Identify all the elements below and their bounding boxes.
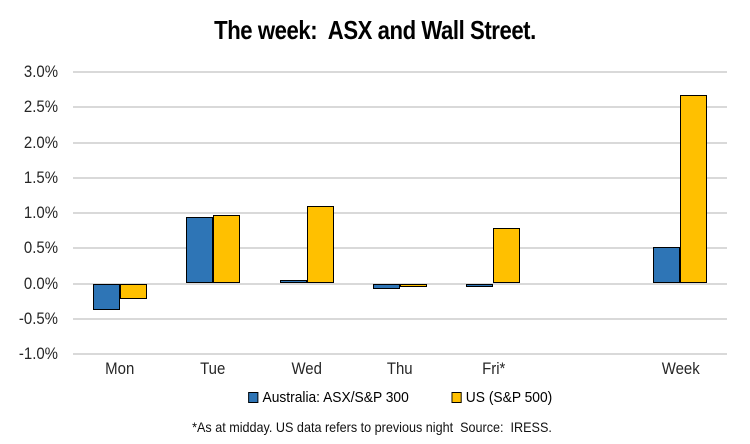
y-axis-tick-label: -1.0% bbox=[18, 344, 58, 363]
y-axis-tick-label: 2.5% bbox=[23, 97, 58, 117]
gridline bbox=[73, 71, 727, 73]
gridline bbox=[73, 317, 727, 320]
legend-item-us: US (S&P 500) bbox=[451, 389, 552, 406]
bar-australia-Week bbox=[653, 246, 681, 284]
bar-australia-Tue bbox=[186, 216, 214, 284]
legend-swatch-us bbox=[451, 392, 462, 403]
bar-australia-Fri* bbox=[466, 283, 494, 288]
x-axis-tick-label: Fri* bbox=[481, 359, 506, 378]
gridline bbox=[73, 176, 727, 179]
gridline bbox=[73, 353, 727, 355]
bar-us-Tue bbox=[213, 215, 241, 284]
y-axis-tick-label: 0.0% bbox=[23, 273, 58, 293]
gridline bbox=[73, 247, 727, 250]
y-axis-tick-label: -0.5% bbox=[18, 308, 58, 328]
y-axis-tick-label: 0.5% bbox=[23, 238, 58, 258]
y-axis-tick-label: 1.0% bbox=[23, 203, 58, 222]
bar-us-Week bbox=[680, 95, 708, 284]
legend: Australia: ASX/S&P 300 US (S&P 500) bbox=[99, 389, 701, 406]
gridline bbox=[73, 106, 727, 109]
x-axis-tick-label: Mon bbox=[105, 359, 135, 378]
x-axis-tick-label: Tue bbox=[200, 359, 226, 378]
legend-label-australia: Australia: ASX/S&P 300 bbox=[262, 389, 409, 406]
y-axis-tick-label: 3.0% bbox=[23, 62, 58, 81]
x-axis-tick-label: Week bbox=[661, 359, 700, 378]
bar-australia-Wed bbox=[279, 279, 307, 284]
bar-australia-Mon bbox=[92, 283, 120, 310]
x-axis-tick-label: Thu bbox=[387, 359, 413, 378]
chart-title: The week: ASX and Wall Street. bbox=[214, 15, 536, 45]
gridline bbox=[73, 212, 727, 214]
plot-area bbox=[73, 71, 727, 355]
bar-us-Thu bbox=[400, 283, 427, 287]
legend-label-us: US (S&P 500) bbox=[465, 389, 553, 406]
y-axis-tick-label: 2.0% bbox=[23, 132, 58, 152]
legend-item-australia: Australia: ASX/S&P 300 bbox=[247, 389, 409, 406]
bar-us-Wed bbox=[306, 205, 334, 284]
legend-swatch-australia bbox=[247, 392, 258, 403]
bar-australia-Thu bbox=[373, 283, 400, 290]
bar-us-Mon bbox=[119, 283, 147, 299]
x-axis-tick-label: Wed bbox=[291, 359, 322, 378]
y-axis-tick-label: 1.5% bbox=[23, 167, 58, 187]
footnote: *As at midday. US data refers to previou… bbox=[192, 419, 552, 435]
gridline bbox=[73, 141, 727, 144]
bar-us-Fri* bbox=[493, 227, 521, 284]
